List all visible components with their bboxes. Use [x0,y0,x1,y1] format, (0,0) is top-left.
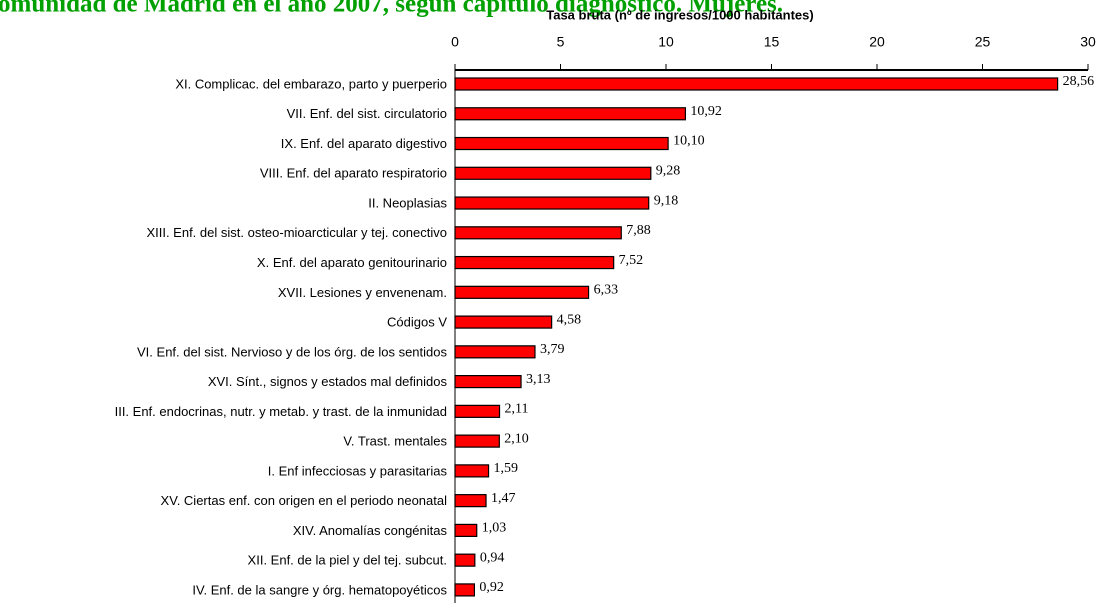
data-label: 0,92 [479,580,504,595]
data-label: 6,33 [594,283,619,298]
y-tick-label: XVII. Lesiones y envenenam. [278,285,447,300]
bar [454,136,669,151]
data-label: 4,58 [557,312,582,327]
x-tick-label: 25 [975,34,991,50]
bar [454,583,476,597]
y-tick-label: VI. Enf. del sist. Nervioso y de los órg… [137,344,447,359]
x-tick-label: 30 [1080,34,1096,50]
data-label: 9,18 [654,193,679,208]
y-tick-label: V. Trast. mentales [343,434,447,449]
bar [454,553,476,567]
y-tick-label: IV. Enf. de la sangre y órg. hematopoyét… [192,582,447,597]
y-tick-label: I. Enf infecciosas y parasitarias [268,463,448,478]
x-tick-label: 15 [764,34,780,50]
data-label: 2,10 [504,431,529,446]
bar [454,345,536,359]
data-label: 1,03 [482,521,507,536]
bar [454,315,553,329]
data-label: 0,94 [480,550,505,565]
y-tick-label: Códigos V [387,315,447,330]
y-tick-label: X. Enf. del aparato genitourinario [257,255,447,270]
bar [454,375,522,389]
bar [454,434,500,448]
x-tick-label: 0 [451,34,459,50]
bar [454,107,687,121]
y-tick-label: III. Enf. endocrinas, nutr. y metab. y t… [115,404,447,419]
data-label: 3,13 [526,372,551,387]
bar [454,255,615,270]
data-label: 28,56 [1063,74,1095,89]
y-tick-label: II. Neoplasias [368,195,447,210]
y-tick-label: XI. Complicac. del embarazo, parto y pue… [175,76,447,91]
bar [454,404,501,418]
data-label: 1,47 [491,491,515,506]
bar [454,523,478,538]
y-tick-label: XVI. Sínt., signos y estados mal definid… [208,374,448,389]
y-tick-label: IX. Enf. del aparato digestivo [281,136,447,151]
x-tick-label: 10 [658,34,674,50]
data-label: 1,59 [494,461,519,476]
x-tick-label: 20 [869,34,885,50]
bar [454,285,590,299]
y-tick-label: VII. Enf. del sist. circulatorio [287,106,447,121]
bar [454,494,487,508]
bar [454,464,490,478]
data-label: 10,92 [690,104,722,119]
data-label: 7,88 [626,223,651,238]
bar [454,196,650,210]
data-label: 9,28 [656,163,681,178]
y-tick-label: XIV. Anomalías congénitas [293,523,448,538]
bar [454,166,652,180]
y-tick-label: VIII. Enf. del aparato respiratorio [260,166,447,181]
x-tick-label: 5 [557,34,565,50]
bar [454,226,622,240]
data-label: 7,52 [619,253,644,268]
bar [454,77,1059,91]
data-label: 10,10 [673,134,705,149]
data-label: 3,79 [540,342,565,357]
y-tick-label: XII. Enf. de la piel y del tej. subcut. [248,553,447,568]
data-label: 2,11 [505,402,529,417]
y-tick-label: XIII. Enf. del sist. osteo-mioarcticular… [146,225,447,240]
chart-title: omunidad de Madrid en el año 2007, según… [0,0,783,18]
y-tick-label: XV. Ciertas enf. con origen en el period… [161,493,448,508]
axis-title: Tasa bruta (nº de ingresos/1000 habitant… [546,7,813,22]
